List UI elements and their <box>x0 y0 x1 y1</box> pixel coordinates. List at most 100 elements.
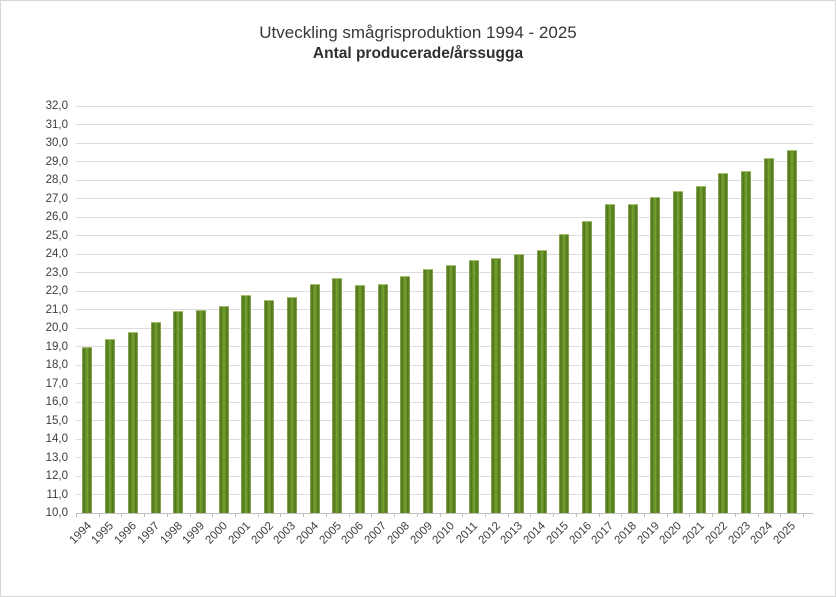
x-axis-tick <box>144 513 146 517</box>
y-axis-tick-label: 23,0 <box>45 266 68 279</box>
x-axis-tick-label: 2025 <box>771 520 799 547</box>
gridline <box>76 272 813 273</box>
x-axis-tick-label: 2004 <box>294 520 322 547</box>
y-axis-tick-label: 17,0 <box>45 377 68 390</box>
gridline <box>76 290 813 292</box>
x-axis-labels: 1994 1995 1996 1997 1998 1999 2000 2001 2002 2003… <box>67 520 816 584</box>
bar-2007 <box>377 283 388 513</box>
x-axis-tick-label: 2013 <box>498 520 526 547</box>
bar-2015 <box>559 233 570 513</box>
x-axis-tick-label: 2021 <box>680 520 708 547</box>
bar-1995 <box>105 339 116 513</box>
bar-2019 <box>650 196 661 513</box>
x-axis-tick-label: 2017 <box>589 520 617 547</box>
x-axis-tick-label: 2009 <box>408 520 435 547</box>
y-axis-tick-label: 18,0 <box>45 359 68 371</box>
bar-2004 <box>309 283 320 513</box>
y-axis-tick-label: 13,0 <box>45 451 68 464</box>
y-axis-tick-label: 26,0 <box>45 211 68 223</box>
y-axis-labels: 32,0 31,0 30,0 29,0 28,0 27,0 26,0 25,0 24,0 23,0… <box>1 100 68 519</box>
x-axis-tick <box>621 513 623 517</box>
gridline <box>76 235 813 236</box>
x-axis-tick-label: 2015 <box>544 520 571 547</box>
x-axis-tick-label: 2018 <box>612 520 640 547</box>
x-axis-tick <box>280 513 282 517</box>
bar-2021 <box>695 185 706 513</box>
x-axis-tick-label: 2003 <box>271 520 299 547</box>
y-axis-tick-label: 15,0 <box>45 414 68 427</box>
gridline <box>76 124 813 125</box>
x-axis-tick-label: 2023 <box>726 520 753 547</box>
bar-2010 <box>445 265 456 513</box>
x-axis-tick-label: 1996 <box>112 520 140 547</box>
gridline <box>76 198 813 199</box>
x-axis-tick <box>189 513 191 517</box>
x-axis-tick-label: 2014 <box>521 520 549 547</box>
x-axis-tick-label: 2022 <box>703 520 730 547</box>
x-axis-tick-label: 2006 <box>339 520 367 547</box>
bar-2006 <box>354 285 365 513</box>
gridline <box>76 309 813 310</box>
gridline <box>76 142 813 144</box>
bar-2008 <box>400 276 411 513</box>
x-axis-tick-label: 1998 <box>158 520 185 547</box>
x-axis-tick-label: 2016 <box>567 520 594 547</box>
gridline <box>76 105 813 107</box>
gridline <box>76 253 813 255</box>
x-axis-tick <box>439 513 441 517</box>
bar-1997 <box>150 322 161 513</box>
x-axis-tick <box>803 513 804 517</box>
x-axis-tick <box>235 513 237 517</box>
x-axis-tick <box>121 513 123 517</box>
x-axis-tick-label: 2024 <box>748 520 776 547</box>
y-axis-tick-label: 21,0 <box>45 303 68 316</box>
bar-2014 <box>536 250 547 513</box>
x-axis-tick-label: 2001 <box>226 520 253 547</box>
gridline <box>76 457 813 458</box>
x-axis-tick-label: 2010 <box>430 520 458 547</box>
gridline <box>76 327 813 329</box>
y-axis-tick-label: 25,0 <box>45 229 68 242</box>
x-axis-tick-label: 1997 <box>135 520 163 547</box>
bar-2013 <box>514 254 525 513</box>
bar-1994 <box>82 346 93 513</box>
x-axis-tick <box>371 513 373 517</box>
x-axis-ticks <box>76 513 804 519</box>
x-axis-tick <box>462 513 464 517</box>
gridline <box>76 364 813 366</box>
x-axis-tick <box>76 513 77 517</box>
x-axis-tick-label: 2005 <box>317 520 344 547</box>
bar-2016 <box>582 220 593 513</box>
gridline <box>76 420 813 421</box>
bar-1999 <box>195 309 206 513</box>
x-axis-tick-label: 2020 <box>657 520 685 547</box>
y-axis-tick-label: 20,0 <box>45 322 68 334</box>
x-axis-tick <box>416 513 418 517</box>
bar-2025 <box>786 150 797 513</box>
x-axis-tick <box>530 513 532 517</box>
x-axis-tick <box>98 513 100 517</box>
x-axis-line <box>76 512 813 514</box>
y-axis-tick-label: 10,0 <box>45 507 68 519</box>
x-axis-tick <box>780 513 782 517</box>
y-axis-tick-label: 31,0 <box>45 118 68 131</box>
gridline <box>76 216 813 218</box>
bar-2002 <box>264 300 275 513</box>
x-axis-tick <box>348 513 350 517</box>
gridline <box>76 401 813 403</box>
y-axis-tick-label: 32,0 <box>45 100 68 112</box>
bar-2022 <box>718 172 729 513</box>
x-axis-tick-label: 2011 <box>454 520 481 546</box>
x-axis-tick-label: 2002 <box>249 520 276 547</box>
y-axis-tick-label: 29,0 <box>45 155 68 168</box>
y-axis-tick-label: 16,0 <box>45 396 68 408</box>
bar-2000 <box>218 305 229 513</box>
bar-2020 <box>673 191 684 513</box>
gridline <box>76 179 813 181</box>
x-axis-tick-label: 2012 <box>476 520 503 547</box>
x-axis-tick-label: 1995 <box>89 520 117 547</box>
x-axis-tick <box>507 513 509 517</box>
y-axis-tick-label: 30,0 <box>45 137 68 149</box>
bar-2012 <box>491 257 502 513</box>
y-axis-tick-label: 14,0 <box>45 433 68 445</box>
